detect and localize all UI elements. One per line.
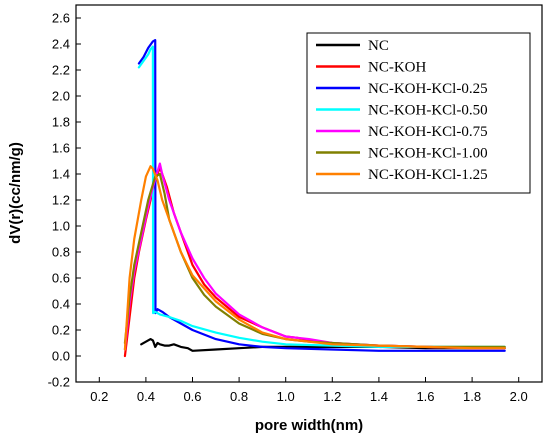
y-tick-label: 0.6	[52, 271, 70, 286]
x-axis: 0.2 0.4 0.6 0.8 1.0 1.2 1.4 1.6 1.8 2.0	[90, 377, 528, 404]
y-tick-label: -0.2	[48, 375, 70, 390]
y-tick-label: 1.8	[52, 115, 70, 130]
x-tick-label: 0.2	[90, 389, 108, 404]
y-tick-label: 2.2	[52, 63, 70, 78]
y-tick-label: 0.2	[52, 323, 70, 338]
y-tick-label: 1.2	[52, 193, 70, 208]
y-tick-label: 1.4	[52, 167, 70, 182]
x-tick-label: 0.8	[230, 389, 248, 404]
legend: NC NC-KOH NC-KOH-KCl-0.25 NC-KOH-KCl-0.50 NC…	[306, 32, 531, 194]
y-tick-label: 1.6	[52, 141, 70, 156]
legend-label: NC	[368, 38, 389, 54]
y-tick-label: 0.4	[52, 297, 70, 312]
y-axis: -0.2 0.0 0.2 0.4 0.6 0.8 1.0 1.2 1.4 1.6 1.8 2.0 2.2…	[48, 11, 81, 390]
y-tick-label: 0.8	[52, 245, 70, 260]
y-tick-label: 1.0	[52, 219, 70, 234]
legend-label: NC-KOH-KCl-0.75	[368, 124, 488, 140]
y-tick-label: 0.0	[52, 349, 70, 364]
x-tick-label: 1.2	[323, 389, 341, 404]
y-axis-title: dV(r)(cc/nm/g)	[7, 142, 24, 244]
x-tick-label: 0.6	[183, 389, 201, 404]
legend-box	[306, 32, 531, 194]
y-tick-label: 2.4	[52, 37, 70, 52]
y-tick-label: 2.6	[52, 11, 70, 26]
legend-label: NC-KOH-KCl-1.00	[368, 146, 488, 162]
series-line-nc-koh-kcl-0-25	[137, 38, 506, 352]
x-tick-label: 1.8	[463, 389, 481, 404]
plot-frame	[75, 4, 543, 383]
x-tick-label: 1.0	[277, 389, 295, 404]
x-axis-title: pore width(nm)	[255, 417, 363, 434]
legend-label: NC-KOH-KCl-0.50	[368, 103, 488, 119]
series-layer	[123, 38, 506, 358]
x-tick-label: 2.0	[510, 389, 528, 404]
legend-label: NC-KOH-KCl-1.25	[368, 167, 488, 183]
series-line-nc-koh-kcl-1-25	[123, 165, 506, 351]
x-tick-label: 1.4	[370, 389, 388, 404]
x-tick-label: 1.6	[416, 389, 434, 404]
series-line-nc-koh-kcl-0-50	[137, 45, 506, 348]
x-tick-label: 0.4	[137, 389, 155, 404]
legend-label: NC-KOH-KCl-0.25	[368, 81, 488, 97]
y-tick-label: 2.0	[52, 89, 70, 104]
legend-label: NC-KOH	[368, 60, 426, 76]
